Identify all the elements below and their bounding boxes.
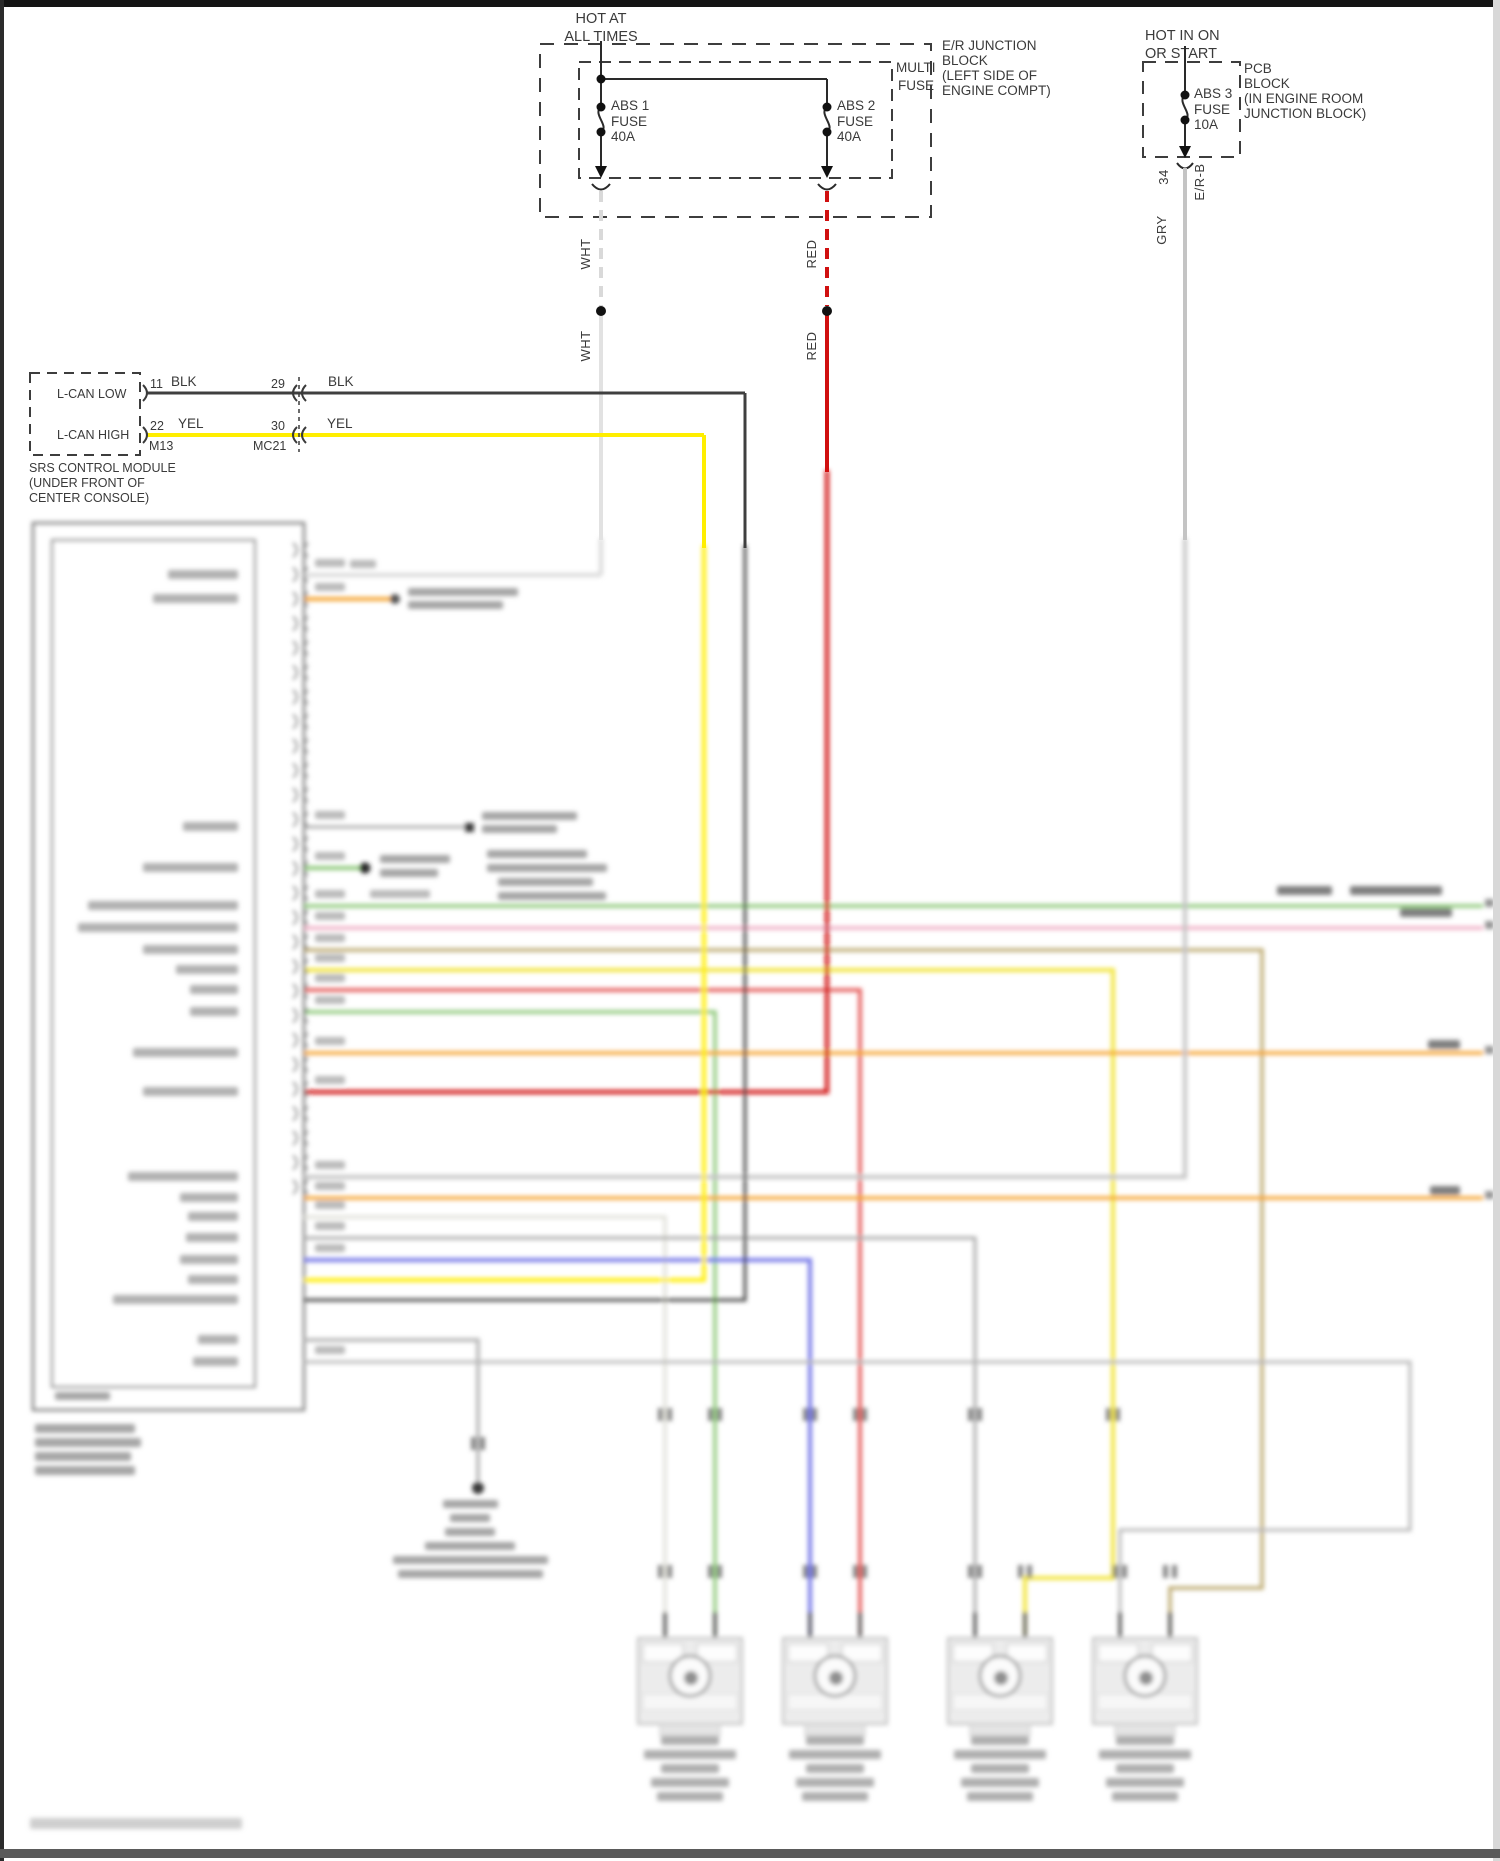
yel-wire-label-1: YEL (178, 416, 204, 431)
srs-module-box (29, 372, 141, 456)
abs3-fuse-rating: 10A (1194, 117, 1218, 132)
srs-caption-line3: CENTER CONSOLE) (29, 491, 149, 505)
pcb-connector-name-erb: E/R-B (1192, 163, 1207, 200)
abs3-fuse-name: ABS 3 (1194, 86, 1232, 101)
wheel-speed-sensor (947, 1612, 1053, 1801)
hot-in-on-line1: HOT IN ON (1145, 28, 1220, 44)
hot-at-all-times-line2: ALL TIMES (564, 29, 637, 45)
pcb-label-line2: BLOCK (1244, 76, 1290, 91)
srs-lcan-low-label: L-CAN LOW (57, 387, 127, 401)
er-junction-label-line4: ENGINE COMPT) (942, 83, 1051, 98)
srs-pin-22: 22 (150, 419, 164, 433)
hot-in-on-line2: OR START (1145, 46, 1217, 62)
srs-connector-mc21: MC21 (253, 439, 286, 453)
srs-pin-30: 30 (271, 419, 285, 433)
yel-wire-label-2: YEL (327, 416, 353, 431)
hot-at-all-times-line1: HOT AT (575, 11, 626, 27)
gry-wire-label: GRY (1154, 215, 1169, 244)
srs-connector-m13: M13 (149, 439, 173, 453)
er-junction-label-line1: E/R JUNCTION (942, 38, 1037, 53)
srs-caption-line1: SRS CONTROL MODULE (29, 461, 176, 475)
abs1-fuse-name: ABS 1 (611, 98, 649, 113)
abs2-fuse-rating: 40A (837, 129, 861, 144)
red-junction-dot (822, 306, 832, 316)
er-junction-label-line3: (LEFT SIDE OF (942, 68, 1037, 83)
generated-blurred-detail (78, 542, 1198, 1801)
abs3-output-arrow (1179, 146, 1191, 158)
abs2-fuse-word: FUSE (837, 114, 873, 129)
srs-pin-brackets (142, 377, 307, 452)
blk-wire-label-2: BLK (328, 374, 354, 389)
page-edge-connectors (1485, 899, 1494, 1199)
abs3-fuse-dots (1180, 90, 1190, 125)
multi-fuse-label-line1: MULTI (896, 60, 936, 75)
er-junction-label-line2: BLOCK (942, 53, 988, 68)
junction-and-fuse-dots (596, 74, 832, 137)
wheel-speed-sensor (1092, 1612, 1198, 1801)
red-wire-label-2: RED (804, 332, 819, 361)
fuse-output-connector-cups (591, 183, 837, 191)
srs-lcan-high-label: L-CAN HIGH (57, 428, 129, 442)
pcb-label-line4: JUNCTION BLOCK) (1244, 106, 1366, 121)
er-junction-block-box (539, 43, 932, 218)
wht-junction-dot (596, 306, 606, 316)
fuse-output-arrows (595, 166, 833, 178)
red-wire-label-1: RED (804, 240, 819, 269)
blurred-lower-diagram (30, 470, 1494, 1829)
abs-module-box (31, 521, 306, 1412)
abs2-fuse-name: ABS 2 (837, 98, 875, 113)
abs1-abs2-fuse-wiring (597, 41, 831, 167)
pcb-label-line1: PCB (1244, 61, 1272, 76)
abs3-fuse-word: FUSE (1194, 102, 1230, 117)
srs-caption-line2: (UNDER FRONT OF (29, 476, 145, 490)
module-wires (304, 470, 1483, 1638)
blurred-labels (30, 588, 1460, 1829)
abs1-fuse-word: FUSE (611, 114, 647, 129)
blk-wire-label-1: BLK (171, 374, 197, 389)
wheel-speed-sensor (637, 1612, 743, 1801)
wheel-speed-sensor (782, 1612, 888, 1801)
srs-pin-11: 11 (150, 377, 163, 391)
pcb-connector-pin-34: 34 (1156, 169, 1171, 184)
pcb-label-line3: (IN ENGINE ROOM (1244, 91, 1363, 106)
srs-pin-29: 29 (271, 377, 285, 391)
abs1-fuse-rating: 40A (611, 129, 635, 144)
wht-wire-label-2: WHT (578, 330, 593, 361)
wht-red-feed-wires (599, 191, 829, 540)
pcb-block-box (1142, 61, 1241, 158)
multi-fuse-label-line2: FUSE (898, 78, 934, 93)
wht-wire-label-1: WHT (578, 238, 593, 269)
